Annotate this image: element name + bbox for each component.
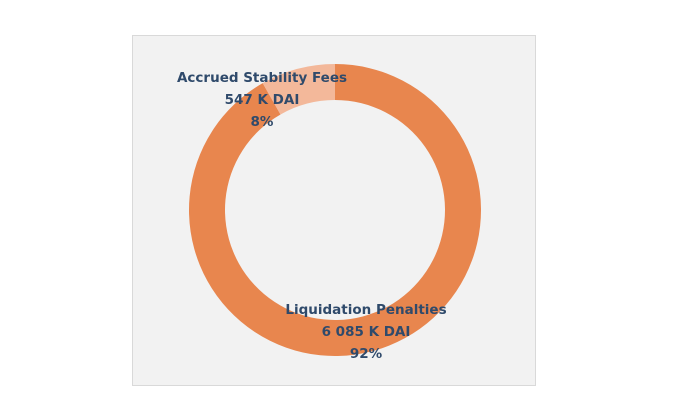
slice-label-value: 6 085 K DAI bbox=[322, 324, 411, 340]
label-liquidation-penalties: Liquidation Penalties 6 085 K DAI 92% bbox=[285, 302, 446, 362]
donut-slices bbox=[188, 64, 481, 356]
slice-label-name: Liquidation Penalties bbox=[285, 302, 446, 318]
label-accrued-stability-fees: Accrued Stability Fees 547 K DAI 8% bbox=[177, 70, 347, 130]
slice-label-percent: 8% bbox=[251, 114, 274, 130]
slice-accrued-stability-fees bbox=[262, 64, 335, 115]
slice-label-percent: 92% bbox=[350, 346, 383, 362]
slice-label-name: Accrued Stability Fees bbox=[177, 70, 347, 86]
slice-label-value: 547 K DAI bbox=[225, 92, 300, 108]
